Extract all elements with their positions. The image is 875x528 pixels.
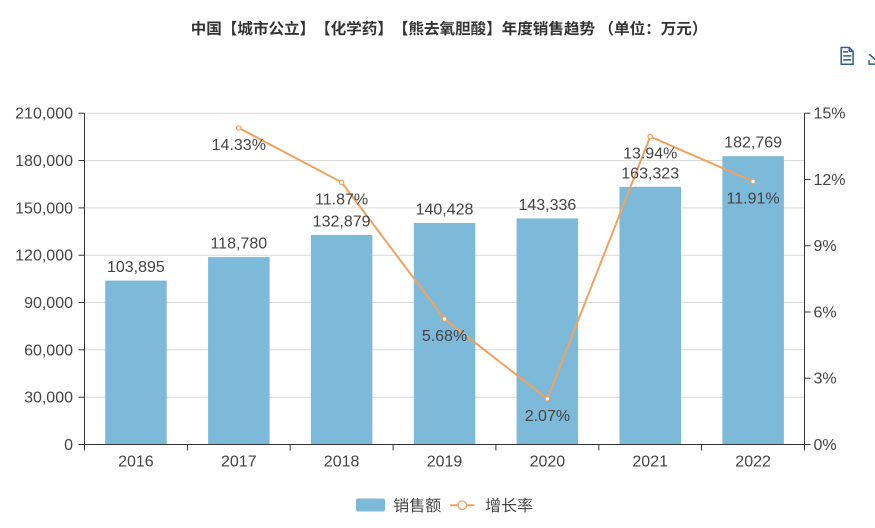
svg-text:2018: 2018 xyxy=(324,454,360,471)
svg-text:2019: 2019 xyxy=(427,454,463,471)
svg-text:2021: 2021 xyxy=(632,454,668,471)
svg-text:90,000: 90,000 xyxy=(24,295,73,312)
svg-text:15%: 15% xyxy=(814,106,846,123)
svg-text:143,336: 143,336 xyxy=(518,197,576,214)
svg-text:132,879: 132,879 xyxy=(313,213,371,230)
svg-text:13.94%: 13.94% xyxy=(623,146,677,163)
svg-text:12%: 12% xyxy=(814,172,846,189)
svg-text:60,000: 60,000 xyxy=(24,342,73,359)
svg-text:6%: 6% xyxy=(814,305,837,322)
svg-text:103,895: 103,895 xyxy=(107,259,165,276)
svg-text:2.07%: 2.07% xyxy=(525,408,570,425)
svg-text:3%: 3% xyxy=(814,371,837,388)
svg-text:11.87%: 11.87% xyxy=(315,191,368,208)
svg-text:140,428: 140,428 xyxy=(416,202,474,219)
svg-text:118,780: 118,780 xyxy=(210,236,267,253)
svg-text:2017: 2017 xyxy=(221,454,257,471)
svg-text:120,000: 120,000 xyxy=(15,248,73,265)
svg-text:180,000: 180,000 xyxy=(15,153,73,170)
svg-text:9%: 9% xyxy=(814,238,837,255)
svg-text:210,000: 210,000 xyxy=(15,106,73,123)
svg-text:2022: 2022 xyxy=(735,454,771,471)
svg-text:5.68%: 5.68% xyxy=(422,328,467,345)
svg-text:14.33%: 14.33% xyxy=(212,137,266,154)
svg-text:163,323: 163,323 xyxy=(621,165,679,182)
svg-text:11.91%: 11.91% xyxy=(727,190,780,207)
svg-text:2016: 2016 xyxy=(118,454,154,471)
svg-text:0%: 0% xyxy=(814,437,837,454)
svg-text:0: 0 xyxy=(64,437,73,454)
svg-text:150,000: 150,000 xyxy=(15,200,73,217)
svg-text:2020: 2020 xyxy=(530,454,566,471)
svg-text:182,769: 182,769 xyxy=(724,135,782,152)
svg-text:30,000: 30,000 xyxy=(24,390,73,407)
